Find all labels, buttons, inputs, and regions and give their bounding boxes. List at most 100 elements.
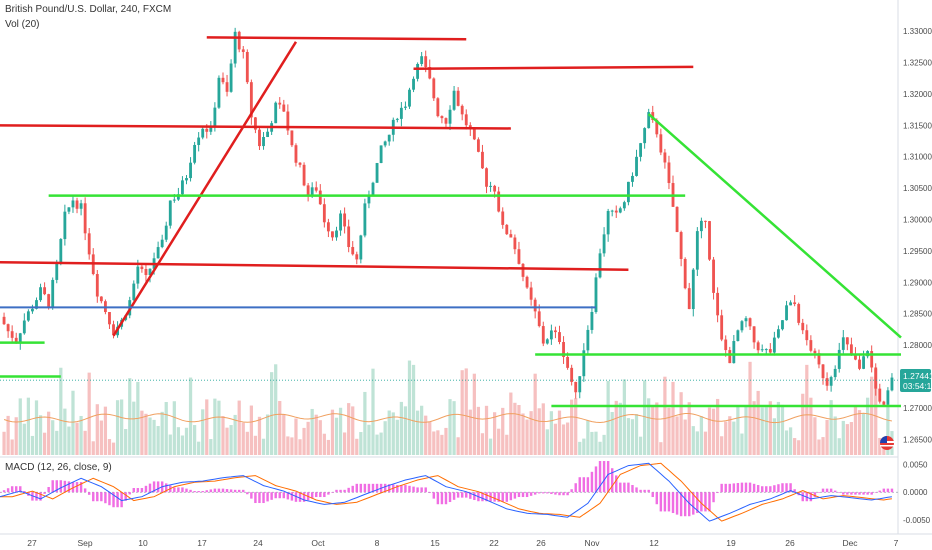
- drawn-trendlines[interactable]: [0, 36, 902, 408]
- candle-body: [590, 311, 594, 330]
- candle-body: [189, 162, 192, 179]
- macd-histogram-bar: [683, 492, 687, 517]
- macd-histogram-bar: [509, 492, 513, 501]
- volume-bar: [805, 364, 809, 455]
- candle-body: [525, 276, 529, 288]
- macd-histogram-bar: [400, 485, 403, 493]
- volume-bar: [314, 414, 318, 455]
- candle-body: [659, 134, 663, 153]
- volume-bar: [415, 410, 420, 455]
- volume-bar: [464, 368, 468, 455]
- volume-bar: [614, 400, 618, 455]
- candle-body: [606, 210, 610, 235]
- candle-body: [6, 324, 10, 332]
- price-tick-label: 1.27000: [903, 404, 932, 413]
- volume-bar: [683, 419, 687, 455]
- volume-bar: [476, 406, 481, 455]
- macd-histogram-bar: [237, 489, 241, 493]
- macd-histogram-bar: [789, 483, 792, 493]
- macd-histogram-bar: [724, 483, 727, 493]
- macd-histogram-bar: [213, 488, 217, 493]
- candle-body: [63, 211, 67, 240]
- candle-body: [262, 137, 265, 147]
- candle-body: [452, 90, 456, 110]
- candle-body: [566, 356, 570, 368]
- macd-histogram-bar: [39, 492, 42, 501]
- macd-histogram-bar: [517, 492, 521, 498]
- macd-histogram-bar: [452, 492, 456, 500]
- volume-indicator-label[interactable]: Vol (20): [5, 19, 40, 30]
- macd-histogram-bar: [6, 488, 10, 493]
- candle-body: [245, 51, 249, 83]
- volume-bar: [184, 427, 189, 455]
- macd-histogram-bar: [643, 489, 646, 493]
- candle-body: [720, 315, 724, 340]
- volume-bar: [671, 381, 675, 455]
- macd-histogram-bar: [692, 492, 695, 515]
- candle-body: [647, 112, 651, 129]
- macd-tick-label: 0.0000: [903, 488, 928, 497]
- candle-body: [254, 117, 257, 130]
- macd-histogram-bar: [140, 488, 144, 493]
- volume-bar: [180, 435, 185, 455]
- uptrend-line[interactable]: [112, 41, 298, 337]
- volume-bar: [663, 376, 667, 455]
- volume-bar: [26, 397, 31, 455]
- volume-bar: [59, 367, 63, 455]
- candle-body: [136, 266, 140, 284]
- macd-histogram-bar: [282, 492, 286, 499]
- candle-body: [728, 350, 732, 364]
- macd-histogram-bar: [712, 492, 715, 503]
- candle-body: [521, 263, 525, 277]
- volume-bar: [480, 433, 485, 455]
- volume-bar: [667, 407, 671, 455]
- resistance-line-2[interactable]: [413, 65, 694, 71]
- macd-histogram-bar: [679, 492, 683, 517]
- macd-histogram-bar: [598, 461, 602, 493]
- volume-bar: [237, 400, 241, 455]
- macd-histogram-bar: [773, 485, 776, 493]
- volume-bar: [111, 442, 116, 455]
- candle-body: [683, 258, 687, 289]
- macd-histogram-bar: [112, 492, 115, 508]
- macd-histogram-bar: [225, 489, 229, 493]
- volume-bar: [711, 408, 716, 455]
- volume-bar: [732, 421, 736, 455]
- time-tick-label: 26: [785, 538, 795, 548]
- macd-indicator-label[interactable]: MACD (12, 26, close, 9): [5, 462, 112, 473]
- volume-bar: [407, 360, 412, 455]
- downtrend-line[interactable]: [647, 113, 902, 339]
- resistance-line-3[interactable]: [0, 124, 511, 130]
- volume-bar: [643, 380, 647, 455]
- macd-histogram-bar: [886, 488, 890, 493]
- support-line-4[interactable]: [0, 260, 629, 271]
- candle-body: [59, 239, 63, 264]
- macd-histogram-bar: [481, 492, 484, 502]
- macd-histogram-bar: [554, 492, 557, 495]
- macd-histogram-bar: [465, 492, 468, 498]
- candle-body: [533, 299, 537, 312]
- candle-body: [841, 337, 845, 350]
- macd-histogram-bar: [562, 492, 565, 496]
- volume-bar: [144, 413, 148, 455]
- candle-body: [108, 312, 111, 325]
- volume-bar: [91, 441, 95, 455]
- macd-histogram-bar: [319, 492, 322, 498]
- macd-histogram-bar: [777, 484, 780, 493]
- candle-body: [22, 320, 26, 334]
- candle-body: [428, 66, 432, 79]
- macd-histogram-bar: [43, 492, 46, 494]
- macd-histogram-bar: [185, 488, 188, 493]
- resistance-line-top[interactable]: [206, 36, 467, 41]
- macd-histogram-bar: [315, 492, 318, 498]
- macd-histogram-bar: [347, 487, 350, 493]
- volume-bar: [103, 406, 108, 455]
- candle-body: [805, 330, 809, 341]
- macd-histogram-bar: [19, 486, 22, 493]
- volume-bar: [793, 438, 797, 455]
- volume-bar: [821, 437, 825, 455]
- macd-histogram-bar: [416, 487, 419, 493]
- macd-histogram-bar: [193, 491, 196, 493]
- volume-bar: [456, 437, 460, 455]
